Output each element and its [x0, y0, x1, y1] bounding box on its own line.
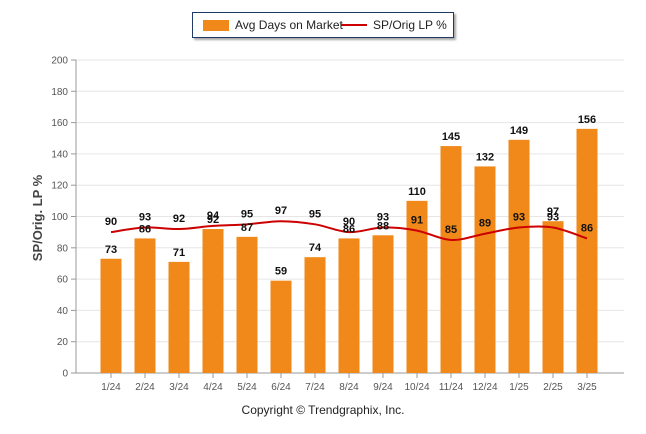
- axis-layer: 0 20 40 60 80 100 120 140 160 180 200 1/24 2/24 3/24 4…: [51, 56, 597, 394]
- line-value-label: 91: [411, 215, 423, 227]
- bar: [474, 166, 496, 373]
- line-value-label: 93: [139, 211, 151, 223]
- x-tick-label: 3/25: [577, 382, 597, 393]
- y-tick-label: 0: [62, 369, 68, 380]
- line-value-label: 93: [377, 211, 389, 223]
- bar: [440, 146, 462, 373]
- x-tick-label: 6/24: [271, 382, 291, 393]
- y-tick-label: 140: [51, 149, 68, 160]
- bar-value-label: 73: [105, 244, 117, 256]
- line-value-label: 85: [445, 224, 457, 236]
- y-tick-label: 120: [51, 181, 68, 192]
- bar: [304, 257, 326, 373]
- bar: [236, 236, 258, 373]
- line-value-label: 90: [105, 216, 117, 228]
- bar-value-label: 59: [275, 266, 287, 278]
- bar-value-label: 156: [578, 114, 596, 126]
- x-tick-label: 7/24: [305, 382, 325, 393]
- bar-value-label: 86: [343, 223, 355, 235]
- bar-value-label: 86: [139, 223, 151, 235]
- bar: [542, 221, 564, 373]
- y-tick-label: 80: [57, 243, 69, 254]
- legend: Avg Days on Market SP/Orig LP %: [192, 12, 454, 38]
- line-layer: [110, 220, 588, 241]
- line-series-path: [110, 220, 588, 241]
- x-tick-label: 9/24: [373, 382, 393, 393]
- x-tick-label: 2/24: [135, 382, 155, 393]
- y-tick-label: 60: [57, 275, 69, 286]
- y-tick-label: 160: [51, 118, 68, 129]
- copyright-text: Copyright © Trendgraphix, Inc.: [241, 403, 405, 417]
- bar: [270, 280, 292, 373]
- x-tick-label: 11/24: [439, 382, 464, 393]
- legend-line-label: SP/Orig LP %: [373, 18, 447, 32]
- bar: [134, 238, 156, 373]
- x-tick-label: 5/24: [237, 382, 257, 393]
- bar: [508, 139, 530, 373]
- legend-bar-label: Avg Days on Market: [235, 18, 343, 32]
- legend-item-bar: Avg Days on Market: [203, 13, 343, 37]
- line-value-label: 93: [513, 211, 525, 223]
- x-tick-label: 8/24: [339, 382, 359, 393]
- line-value-label: 90: [343, 216, 355, 228]
- bar-value-label: 149: [510, 125, 528, 137]
- line-value-label: 95: [241, 208, 253, 220]
- line-value-label: 93: [547, 211, 559, 223]
- x-tick-label: 3/24: [169, 382, 189, 393]
- y-tick-label: 100: [51, 212, 68, 223]
- line-value-label: 89: [479, 218, 491, 230]
- y-tick-label: 40: [57, 306, 69, 317]
- legend-item-line: SP/Orig LP %: [341, 13, 447, 37]
- bar-value-label: 145: [442, 131, 460, 143]
- x-tick-label: 1/24: [101, 382, 121, 393]
- bar: [338, 238, 360, 373]
- x-tick-label: 1/25: [509, 382, 529, 393]
- bar: [576, 128, 598, 373]
- bar-value-label: 71: [173, 247, 185, 259]
- bar-value-label: 92: [207, 214, 219, 226]
- x-tick-label: 2/25: [543, 382, 563, 393]
- bar: [202, 229, 224, 373]
- bar: [406, 200, 428, 373]
- line-value-label: 97: [275, 205, 287, 217]
- y-tick-label: 180: [51, 87, 68, 98]
- bar-value-label: 110: [408, 186, 426, 198]
- line-value-label: 92: [173, 213, 185, 225]
- bar-value-label: 97: [547, 206, 559, 218]
- y-tick-label: 20: [57, 337, 69, 348]
- bar-value-label: 87: [241, 222, 253, 234]
- y-axis-title: SP/Orig. LP %: [30, 174, 45, 261]
- bar-layer: [100, 128, 598, 373]
- bar-value-label: 74: [309, 242, 322, 254]
- bar-value-label: 88: [377, 220, 389, 232]
- x-tick-label: 4/24: [203, 382, 223, 393]
- bar: [168, 261, 190, 373]
- bar: [100, 258, 122, 373]
- bar-value-label: 132: [476, 151, 494, 163]
- bar: [372, 235, 394, 373]
- y-tick-label: 200: [51, 56, 68, 67]
- legend-line-swatch: [341, 24, 367, 26]
- x-tick-label: 10/24: [404, 382, 429, 393]
- line-value-label: 86: [581, 222, 593, 234]
- legend-bar-swatch: [203, 19, 229, 31]
- line-value-label: 95: [309, 208, 321, 220]
- x-tick-label: 12/24: [472, 382, 497, 393]
- line-value-label: 94: [207, 210, 220, 222]
